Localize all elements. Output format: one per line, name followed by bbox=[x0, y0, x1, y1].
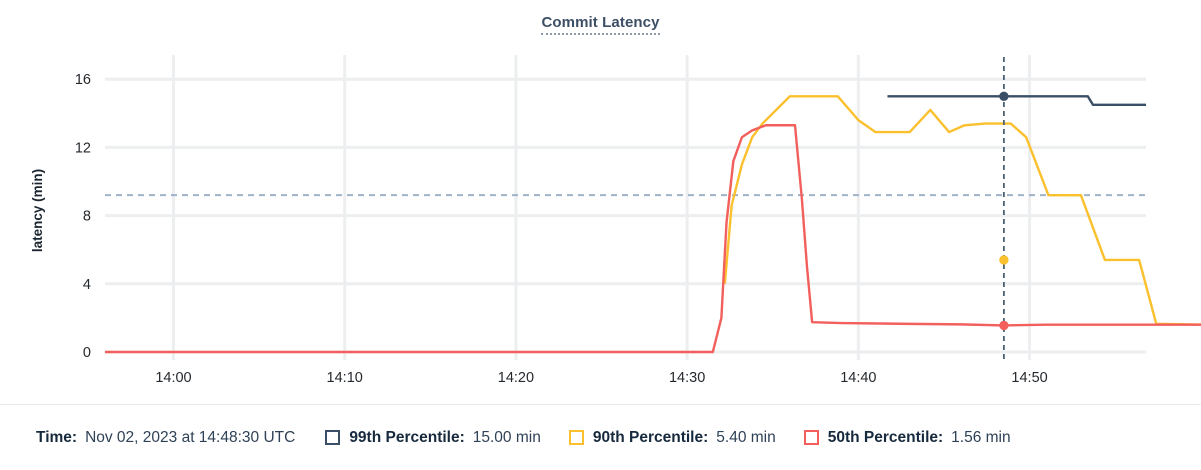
x-axis-tick-label: 14:30 bbox=[669, 370, 705, 386]
y-axis-title: latency (min) bbox=[30, 169, 45, 252]
x-axis-tick-label: 14:00 bbox=[155, 370, 191, 386]
y-axis-tick-label: 16 bbox=[75, 72, 91, 88]
legend-label-p99: 99th Percentile: bbox=[349, 428, 465, 446]
series-line-p90[interactable] bbox=[723, 95, 1201, 326]
y-axis-tick-label: 8 bbox=[83, 209, 91, 225]
y-axis-tick-label: 12 bbox=[75, 140, 91, 156]
legend-item-p99[interactable]: 99th Percentile: 15.00 min bbox=[325, 429, 541, 447]
x-axis-tick-label: 14:40 bbox=[840, 370, 876, 386]
legend-value-p50: 1.56 min bbox=[951, 428, 1011, 446]
legend-value-p90: 5.40 min bbox=[716, 428, 776, 446]
legend-time: Time: Nov 02, 2023 at 14:48:30 UTC bbox=[36, 429, 295, 447]
legend-time-value: Nov 02, 2023 at 14:48:30 UTC bbox=[85, 428, 296, 446]
y-axis-tick-label: 4 bbox=[83, 277, 91, 293]
series-line-p50[interactable] bbox=[105, 124, 1201, 354]
x-axis-tick-label: 14:20 bbox=[498, 370, 534, 386]
legend-swatch-p50 bbox=[803, 430, 819, 445]
legend-label-p90: 90th Percentile: bbox=[592, 428, 709, 446]
x-axis-tick-label: 14:50 bbox=[1011, 370, 1047, 386]
x-axis-tick-label: 14:10 bbox=[327, 370, 363, 386]
page-title: Commit Latency bbox=[0, 14, 1201, 35]
crosshair-marker-p50[interactable] bbox=[999, 320, 1009, 331]
legend-value-p99: 15.00 min bbox=[472, 428, 541, 446]
series-line-p99[interactable] bbox=[887, 95, 1146, 107]
legend-item-p90[interactable]: 90th Percentile: 5.40 min bbox=[568, 428, 776, 447]
chart-plot-area[interactable]: 0 4 8 12 16 14:00 14:10 14:20 14:30 14:40 14:50 lat… bbox=[0, 0, 1201, 400]
legend-item-p50[interactable]: 50th Percentile: 1.56 min bbox=[803, 428, 1011, 447]
legend-swatch-p90 bbox=[568, 430, 584, 445]
y-axis-tick-label: 0 bbox=[83, 345, 91, 361]
chart-legend: Time: Nov 02, 2023 at 14:48:30 UTC 99th … bbox=[0, 404, 1201, 470]
legend-time-label: Time: bbox=[36, 428, 78, 446]
crosshair-marker-p99[interactable] bbox=[999, 91, 1009, 101]
crosshair-marker-p90[interactable] bbox=[999, 255, 1009, 265]
legend-label-p50: 50th Percentile: bbox=[827, 428, 944, 446]
legend-swatch-p99 bbox=[325, 430, 341, 445]
chart-title-text: Commit Latency bbox=[541, 14, 660, 35]
